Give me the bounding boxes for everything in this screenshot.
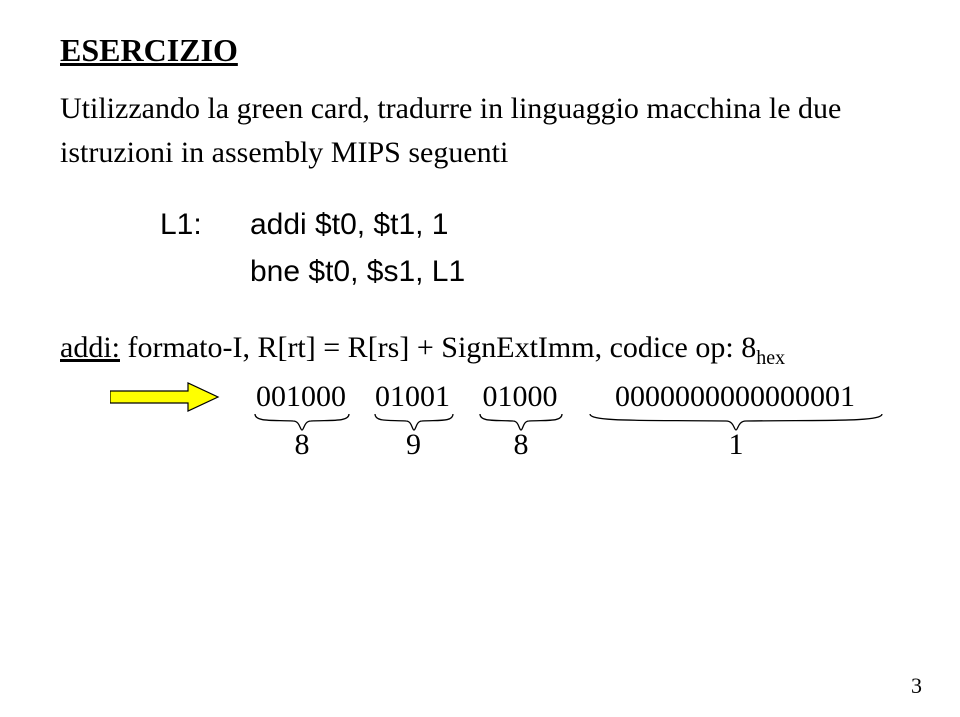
code-label: L1:: [160, 202, 250, 249]
exercise-title: ESERCIZIO: [60, 32, 900, 69]
binary-group-opcode: 001000: [242, 380, 360, 414]
addi-rest: formato-I, R[rt] = R[rs] + SignExtImm, c…: [120, 331, 756, 364]
code-line-1: addi $t0, $t1, 1: [250, 202, 449, 249]
binary-group-rs: 01001: [360, 380, 465, 414]
decoded-imm: 1: [729, 428, 744, 462]
arrow-shape: [110, 383, 218, 411]
addi-sub: hex: [756, 347, 785, 369]
binary-group-rt: 01000: [465, 380, 575, 414]
binary-row: 001000 01001 01000 0000000000000001: [110, 380, 900, 414]
arrow-icon: [110, 381, 220, 413]
brace-row: 8 9 8 1: [243, 412, 900, 462]
addi-prefix: addi:: [60, 331, 120, 364]
decoded-opcode: 8: [295, 428, 310, 462]
intro-text: Utilizzando la green card, tradurre in l…: [60, 87, 900, 174]
page-number: 3: [911, 673, 922, 699]
code-line-2: bne $t0, $s1, L1: [250, 249, 465, 296]
decoded-rs: 9: [406, 428, 421, 462]
code-block: L1: addi $t0, $t1, 1 bne $t0, $s1, L1: [160, 202, 900, 295]
addi-description: addi: formato-I, R[rt] = R[rs] + SignExt…: [60, 331, 900, 370]
binary-group-imm: 0000000000000001: [575, 380, 895, 414]
decoded-rt: 8: [514, 428, 529, 462]
